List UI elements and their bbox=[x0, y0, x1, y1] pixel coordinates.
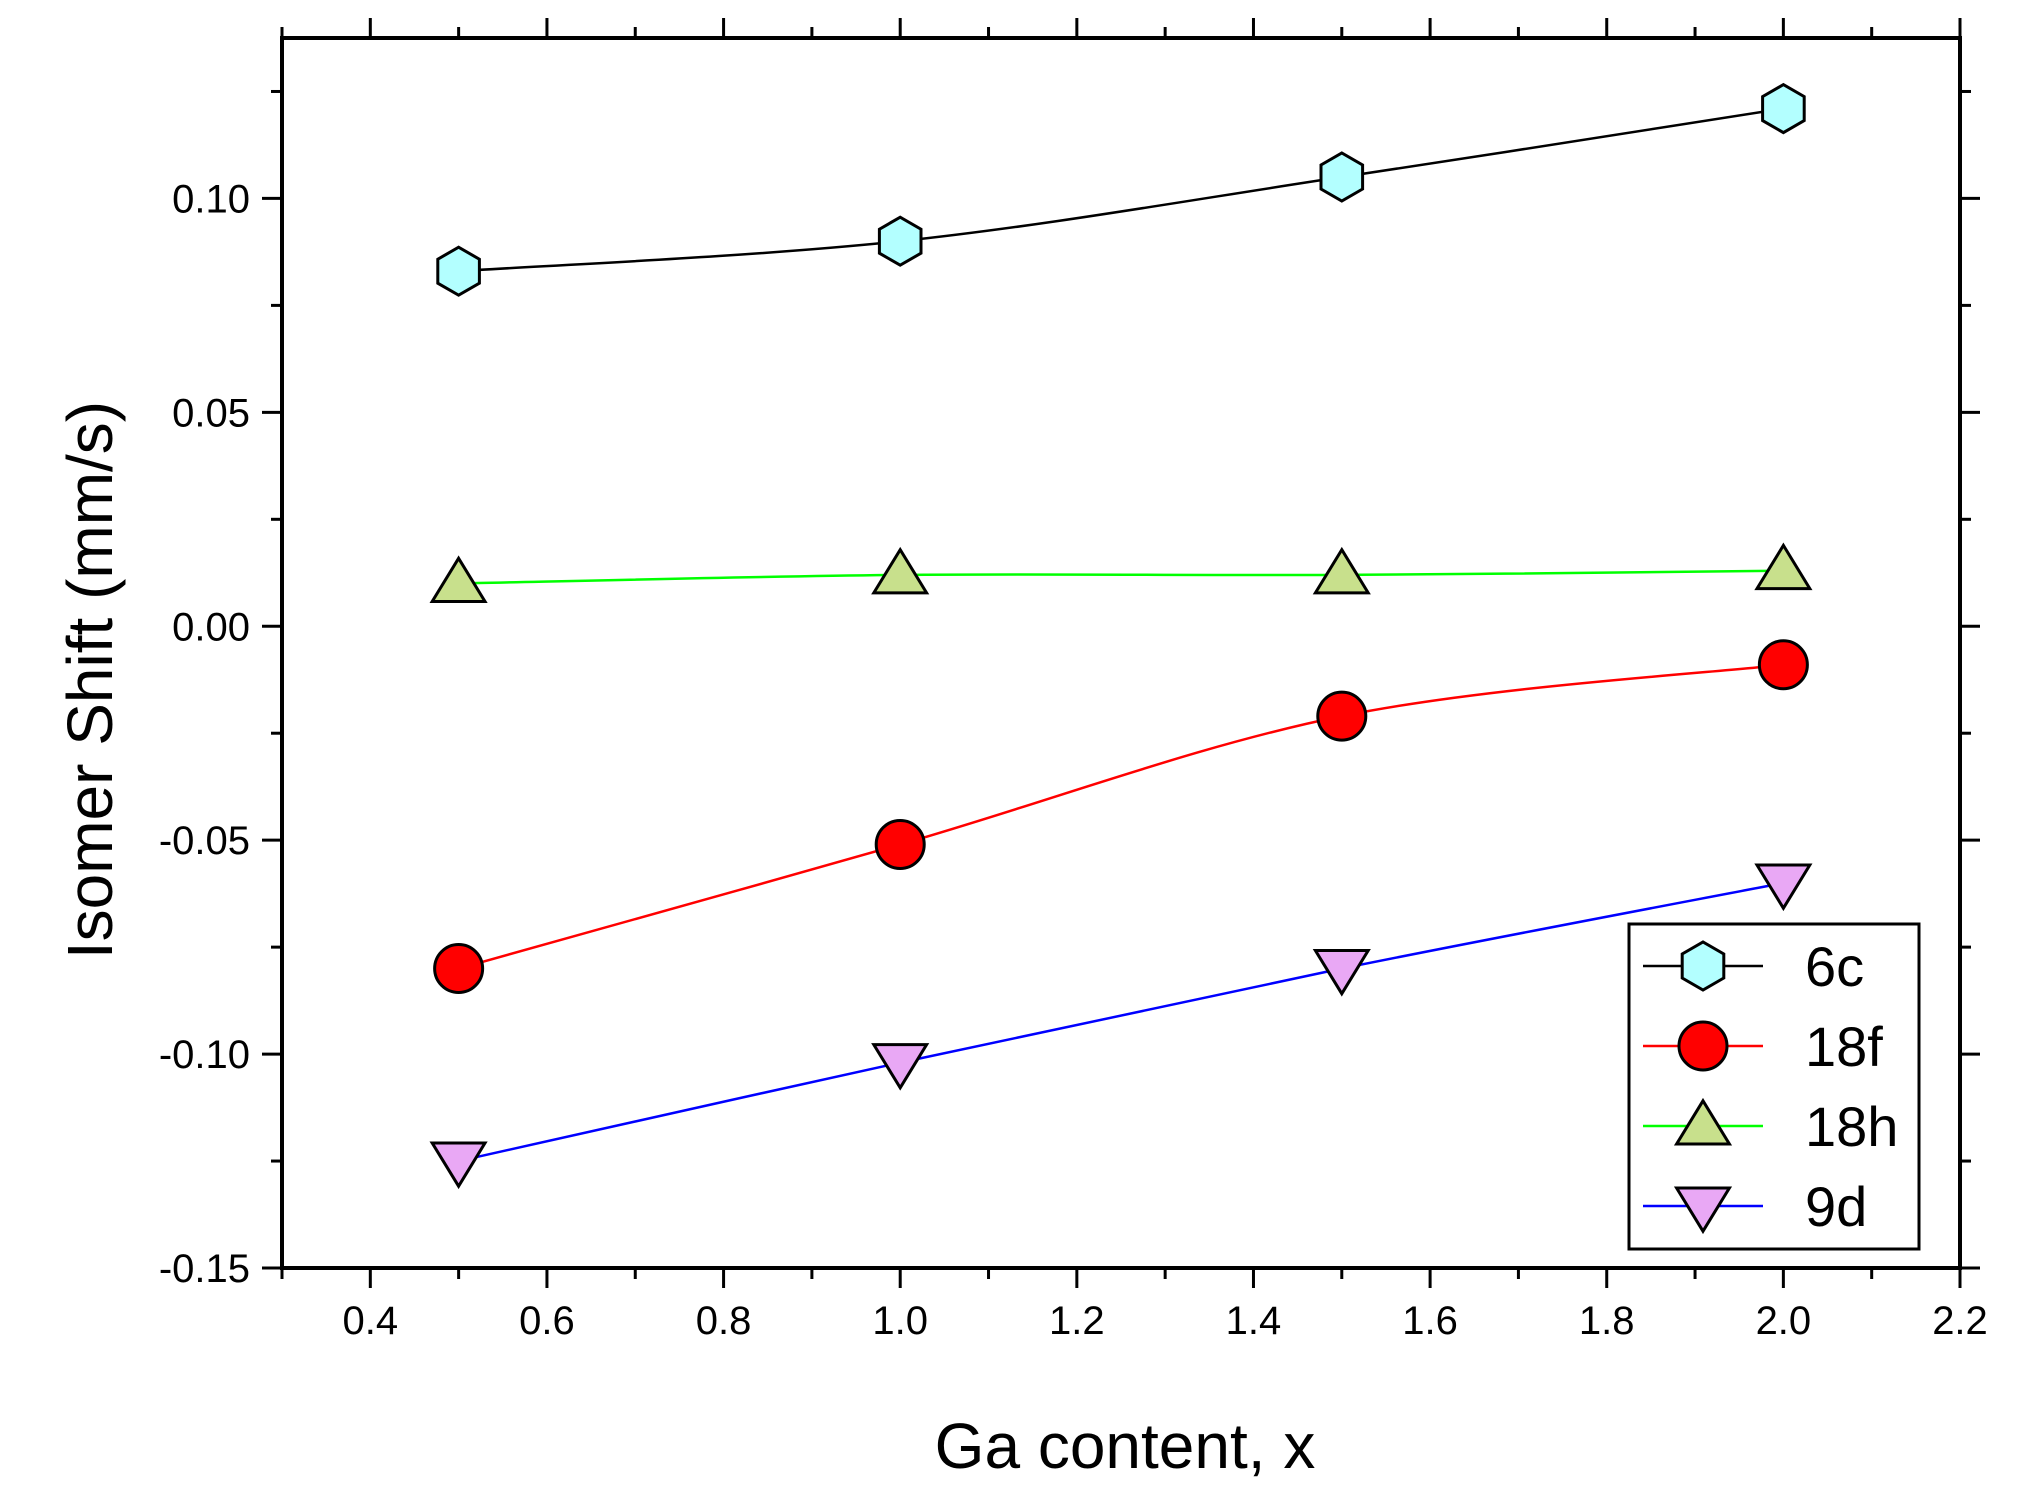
data-point-6c bbox=[436, 245, 481, 297]
data-point-6c bbox=[1761, 82, 1806, 135]
y-tick-label: 0.00 bbox=[172, 605, 250, 649]
axis-ticks bbox=[262, 18, 1980, 1288]
x-tick-label: 1.0 bbox=[872, 1299, 928, 1343]
x-axis-title: Ga content, x bbox=[935, 1410, 1316, 1482]
legend-box bbox=[1627, 922, 1921, 1251]
y-tick-label: -0.05 bbox=[159, 819, 250, 863]
data-point-18f bbox=[1757, 639, 1809, 691]
y-tick-label: 0.05 bbox=[172, 391, 250, 435]
y-tick-label: -0.15 bbox=[159, 1247, 250, 1291]
legend-marker-9d bbox=[1673, 1186, 1733, 1235]
series-line-6c bbox=[458, 107, 1784, 273]
data-point-18f bbox=[433, 943, 485, 995]
y-axis-title: Isomer Shift (mm/s) bbox=[54, 401, 126, 959]
data-point-9d bbox=[1754, 863, 1813, 912]
legend: 6c 18f 18h 9d bbox=[1627, 922, 1921, 1251]
series-line-18f bbox=[458, 663, 1784, 970]
x-tick-label: 1.6 bbox=[1402, 1299, 1458, 1343]
data-point-6c bbox=[877, 215, 923, 267]
data-point-6c bbox=[1319, 151, 1365, 203]
data-point-18h bbox=[429, 555, 488, 603]
plot-area-border bbox=[280, 36, 1962, 1270]
series-line-9d bbox=[458, 881, 1784, 1163]
data-point-18h bbox=[1312, 546, 1371, 595]
data-point-9d bbox=[1312, 949, 1371, 997]
y-tick-label: 0.10 bbox=[172, 177, 250, 221]
y-tick-label: -0.10 bbox=[159, 1033, 250, 1077]
legend-marker-18h bbox=[1673, 1097, 1733, 1146]
legend-label-18h: 18h bbox=[1805, 1095, 1898, 1158]
x-tick-label: 1.8 bbox=[1579, 1299, 1635, 1343]
legend-label-6c: 6c bbox=[1805, 935, 1864, 998]
tick-labels: 0.4 0.6 0.8 1.0 1.2 1.4 1.6 1.8 2.0 2.2 -0.15 -0.10… bbox=[159, 177, 1988, 1343]
series-line-18h bbox=[458, 569, 1784, 585]
x-tick-label: 2.2 bbox=[1932, 1299, 1988, 1343]
series-lines bbox=[458, 107, 1784, 1163]
x-tick-label: 0.8 bbox=[696, 1299, 752, 1343]
data-point-18f bbox=[1316, 690, 1368, 742]
data-point-18f bbox=[874, 818, 926, 870]
x-tick-label: 0.4 bbox=[343, 1299, 399, 1343]
x-tick-label: 2.0 bbox=[1756, 1299, 1812, 1343]
legend-marker-18f bbox=[1677, 1020, 1729, 1072]
data-point-18h bbox=[1754, 542, 1813, 591]
data-point-18h bbox=[871, 546, 930, 595]
data-point-9d bbox=[429, 1141, 488, 1190]
legend-label-9d: 9d bbox=[1805, 1175, 1867, 1238]
legend-marker-6c bbox=[1680, 940, 1726, 992]
plot-frame bbox=[280, 36, 1962, 1270]
series-markers bbox=[429, 82, 1813, 1190]
legend-label-18f: 18f bbox=[1805, 1015, 1883, 1078]
x-tick-label: 0.6 bbox=[519, 1299, 575, 1343]
x-tick-label: 1.2 bbox=[1049, 1299, 1105, 1343]
x-tick-label: 1.4 bbox=[1226, 1299, 1282, 1343]
data-point-9d bbox=[871, 1043, 930, 1091]
